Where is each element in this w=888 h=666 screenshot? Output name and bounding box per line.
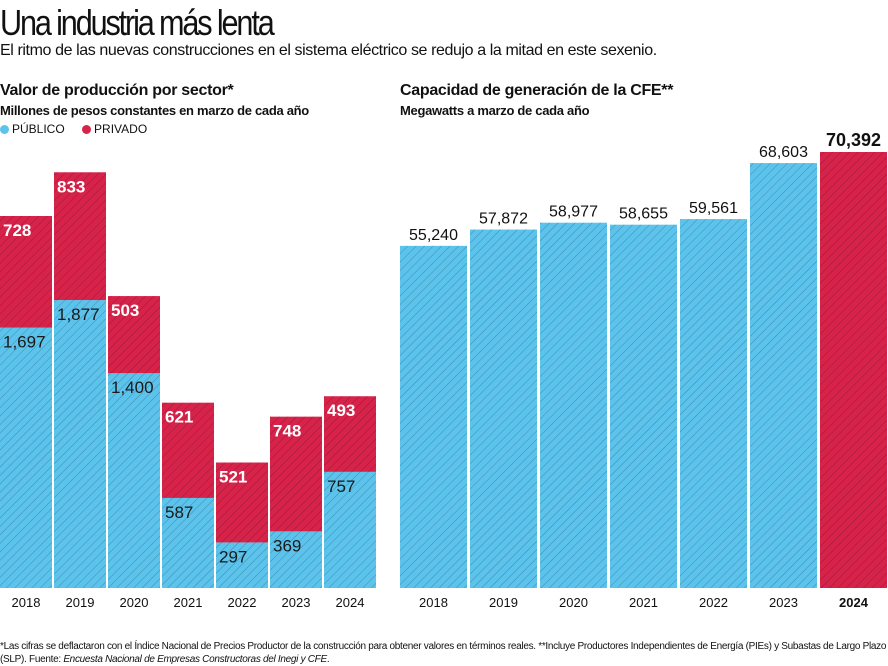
tick-left-2024: 2024 [336, 595, 365, 610]
bar-privado-2021-hatch [162, 402, 214, 498]
label-publico-2023: 369 [273, 536, 301, 555]
bar-cfe-2020-hatch [540, 222, 607, 589]
bar-publico-2019-hatch [54, 300, 106, 588]
label-publico-2020: 1,400 [111, 378, 154, 397]
bar-cfe-2018-hatch [400, 245, 467, 588]
right-chart-subtitle: Megawatts a marzo de cada año [400, 103, 590, 118]
label-publico-2018: 1,697 [3, 333, 46, 352]
bar-publico-2018-hatch [0, 327, 52, 588]
tick-left-2023: 2023 [282, 595, 311, 610]
bar-privado-2020-hatch [108, 296, 160, 374]
label-publico-2022: 297 [219, 547, 247, 566]
label-privado-2023: 748 [273, 422, 301, 441]
legend: PÚBLICO PRIVADO [0, 122, 147, 136]
label-privado-2018: 728 [3, 221, 31, 240]
label-cfe-2019: 57,872 [479, 211, 528, 228]
footnote-end: . [326, 654, 330, 665]
bar-publico-2020-hatch [108, 373, 160, 588]
label-cfe-2023: 68,603 [759, 144, 808, 161]
label-cfe-2022: 59,561 [689, 200, 738, 217]
label-cfe-2024: 70,392 [826, 130, 881, 150]
bar-cfe-2021-hatch [610, 224, 677, 588]
bar-cfe-2024-hatch [820, 152, 887, 588]
tick-left-2018: 2018 [12, 595, 41, 610]
bar-privado-2018-hatch [0, 216, 52, 328]
left-chart-subtitle: Millones de pesos constantes en marzo de… [0, 103, 309, 118]
tick-right-2020: 2020 [559, 595, 588, 610]
subtitle: El ritmo de las nuevas construcciones en… [0, 42, 657, 59]
right-chart-title: Capacidad de generación de la CFE** [400, 82, 674, 99]
bar-privado-2023-hatch [270, 416, 322, 532]
tick-right-2021: 2021 [629, 595, 658, 610]
bar-publico-2023-hatch [270, 531, 322, 588]
bar-publico-2022-hatch [216, 542, 268, 588]
bar-cfe-2022-hatch [680, 219, 747, 588]
label-privado-2020: 503 [111, 301, 139, 320]
label-publico-2021: 587 [165, 503, 193, 522]
bar-cfe-2023-hatch [750, 163, 817, 588]
label-publico-2019: 1,877 [57, 305, 100, 324]
label-privado-2022: 521 [219, 468, 247, 487]
tick-right-2023: 2023 [769, 595, 798, 610]
bar-publico-2021-hatch [162, 497, 214, 588]
tick-left-2020: 2020 [120, 595, 149, 610]
label-privado-2021: 621 [165, 408, 193, 427]
tick-right-2019: 2019 [489, 595, 518, 610]
footnote: *Las cifras se deflactaron con el Índice… [0, 640, 888, 666]
bar-privado-2022-hatch [216, 462, 268, 543]
tick-left-2021: 2021 [174, 595, 203, 610]
charts: 1,697 728 2018 1,877 833 2019 1,400 503 2020 587 6… [0, 130, 887, 610]
tick-right-2022: 2022 [699, 595, 728, 610]
tick-right-2018: 2018 [419, 595, 448, 610]
label-privado-2019: 833 [57, 177, 85, 196]
tick-left-2022: 2022 [228, 595, 257, 610]
bar-privado-2024-hatch [324, 396, 376, 472]
bar-privado-2019-hatch [54, 172, 106, 301]
footnote-text: *Las cifras se deflactaron con el Índice… [0, 641, 887, 665]
legend-privado-swatch [82, 125, 92, 134]
label-cfe-2021: 58,655 [619, 206, 668, 223]
label-publico-2024: 757 [327, 477, 355, 496]
left-chart-title: Valor de producción por sector* [0, 82, 234, 99]
tick-right-2024: 2024 [839, 595, 869, 610]
footnote-source: Encuesta Nacional de Empresas Constructo… [63, 654, 327, 665]
label-privado-2024: 493 [327, 401, 355, 420]
legend-publico: PÚBLICO [12, 122, 65, 136]
title: Una industria más lenta [0, 2, 275, 43]
label-cfe-2018: 55,240 [409, 227, 458, 244]
tick-left-2019: 2019 [66, 595, 95, 610]
legend-privado: PRIVADO [94, 122, 148, 136]
bar-cfe-2019-hatch [470, 229, 537, 588]
legend-publico-swatch [0, 125, 9, 134]
bar-publico-2024-hatch [324, 471, 376, 588]
label-cfe-2020: 58,977 [549, 204, 598, 221]
